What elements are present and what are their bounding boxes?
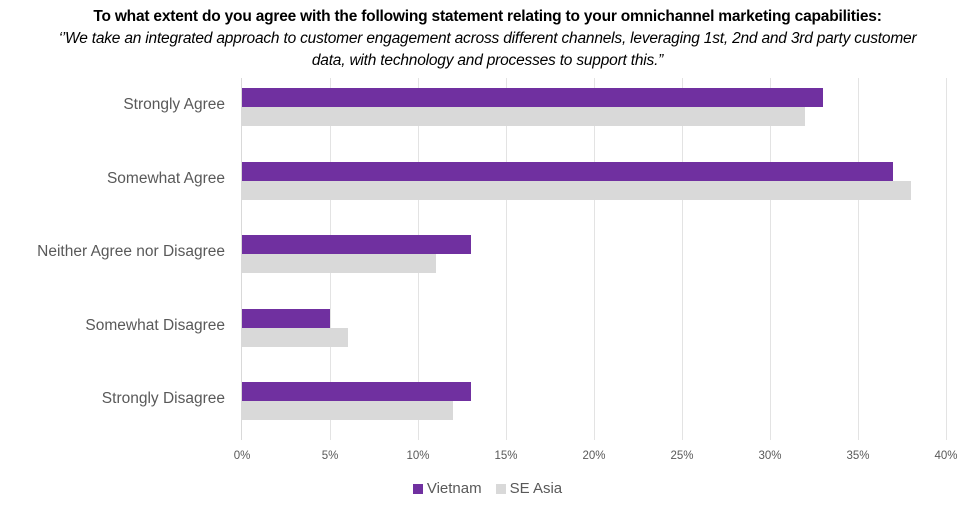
x-tick-label: 20% <box>582 450 606 462</box>
category-label: Somewhat Disagree <box>85 316 225 334</box>
x-tick-label: 30% <box>758 450 782 462</box>
x-tick-label: 40% <box>934 450 958 462</box>
gridline <box>506 78 507 440</box>
bar-vietnam[interactable] <box>242 235 471 255</box>
legend-item-vietnam[interactable]: Vietnam <box>412 480 482 497</box>
category-label: Strongly Disagree <box>101 390 225 408</box>
category-label: Strongly Agree <box>123 96 225 113</box>
bar-se-asia[interactable] <box>242 254 436 274</box>
chart-title-question: To what extent do you agree with the fol… <box>93 8 882 25</box>
legend-swatch-se-asia <box>495 483 506 494</box>
x-tick-label: 35% <box>846 450 870 462</box>
x-tick-label: 25% <box>670 450 694 462</box>
bar-vietnam[interactable] <box>242 161 894 181</box>
x-tick-label: 15% <box>494 450 518 462</box>
legend-swatch-vietnam <box>412 483 423 494</box>
bar-vietnam[interactable] <box>242 88 823 107</box>
chart-title: To what extent do you agree with the fol… <box>0 6 975 72</box>
bar-vietnam[interactable] <box>242 308 330 328</box>
legend-label-se-asia: SE Asia <box>509 480 563 497</box>
legend-label-vietnam: Vietnam <box>426 480 482 497</box>
x-tick-label: 10% <box>406 450 430 462</box>
plot-area <box>242 78 947 440</box>
category-label: Somewhat Agree <box>106 169 225 187</box>
gridline <box>682 78 683 440</box>
bar-vietnam[interactable] <box>242 382 471 402</box>
category-label: Neither Agree nor Disagree <box>37 243 225 261</box>
bar-se-asia[interactable] <box>242 401 454 421</box>
legend: Vietnam SE Asia <box>0 480 975 497</box>
bar-se-asia[interactable] <box>242 107 806 126</box>
y-axis-line <box>241 78 242 440</box>
gridline <box>770 78 771 440</box>
gridline <box>858 78 859 440</box>
chart-title-statement: ‘’We take an integrated approach to cust… <box>58 30 917 69</box>
bar-se-asia[interactable] <box>242 180 911 200</box>
gridline <box>946 78 947 440</box>
gridline <box>594 78 595 440</box>
x-tick-label: 5% <box>321 450 339 462</box>
legend-item-se-asia[interactable]: SE Asia <box>495 480 563 497</box>
bar-se-asia[interactable] <box>242 327 348 347</box>
x-tick-label: 0% <box>233 450 251 462</box>
